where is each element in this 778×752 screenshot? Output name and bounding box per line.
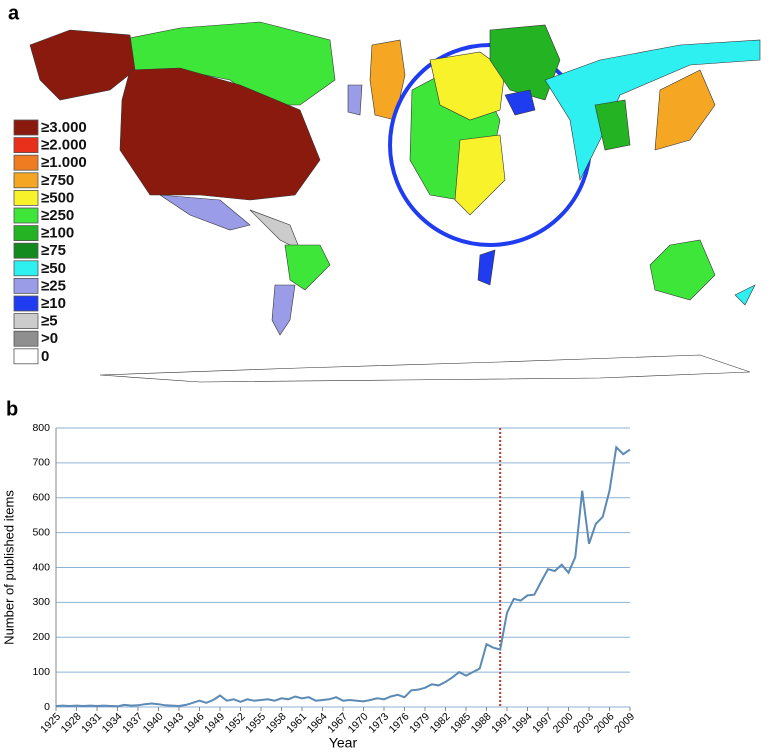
legend-label: ≥750 — [41, 172, 74, 189]
map-country — [504, 89, 536, 116]
legend-swatch — [13, 189, 39, 206]
x-tick-label: 1961 — [284, 710, 309, 735]
x-tick-label: 1982 — [428, 710, 453, 735]
x-tick-label: 1931 — [79, 710, 104, 735]
x-tick-label: 1976 — [387, 710, 412, 735]
map-country — [654, 69, 716, 151]
x-tick-label: 1949 — [202, 710, 227, 735]
map-country — [454, 134, 506, 216]
x-tick-label: 1979 — [407, 710, 432, 735]
legend-label: ≥2.000 — [41, 137, 87, 154]
x-tick-label: 1991 — [489, 710, 514, 735]
y-tick-label: 400 — [32, 561, 50, 573]
y-tick-label: 300 — [32, 596, 50, 608]
x-tick-label: 2009 — [612, 710, 637, 735]
legend-swatch — [13, 330, 39, 347]
y-tick-label: 800 — [32, 422, 50, 434]
map-country — [544, 39, 761, 181]
legend-swatch — [13, 260, 39, 277]
x-tick-label: 2000 — [551, 710, 576, 735]
map-country — [649, 239, 716, 301]
panel-label: b — [6, 398, 18, 420]
map-country — [347, 84, 363, 116]
map-legend: ≥3.000≥2.000≥1.000≥750≥500≥250≥100≥75≥50… — [13, 119, 87, 365]
map-country — [489, 24, 561, 101]
y-tick-label: 0 — [44, 701, 50, 713]
x-tick-label: 1925 — [38, 710, 63, 735]
x-tick-label: 1928 — [59, 710, 84, 735]
y-tick-label: 700 — [32, 457, 50, 469]
x-tick-label: 1988 — [469, 710, 494, 735]
x-tick-label: 1994 — [510, 710, 535, 735]
x-tick-label: 1952 — [223, 710, 248, 735]
x-tick-label: 1946 — [182, 710, 207, 735]
map-country — [29, 29, 136, 101]
map — [29, 21, 761, 383]
legend-label: ≥250 — [41, 207, 74, 224]
legend-label: ≥1.000 — [41, 154, 87, 171]
y-tick-label: 500 — [32, 526, 50, 538]
legend-swatch — [13, 242, 39, 259]
x-tick-label: 1940 — [141, 710, 166, 735]
legend-label: ≥5 — [41, 313, 58, 330]
map-country — [249, 209, 301, 251]
x-tick-label: 1955 — [243, 710, 268, 735]
map-country — [477, 249, 496, 286]
legend-label: ≥25 — [41, 277, 66, 294]
panel-label: a — [8, 2, 20, 24]
y-tick-label: 100 — [32, 666, 50, 678]
legend-label: ≥10 — [41, 295, 66, 312]
legend-label: ≥3.000 — [41, 119, 87, 136]
legend-swatch — [13, 172, 39, 189]
map-country — [594, 99, 631, 151]
x-tick-label: 1970 — [346, 710, 371, 735]
legend-label: ≥500 — [41, 189, 74, 206]
legend-swatch — [13, 277, 39, 294]
legend-swatch — [13, 348, 39, 365]
x-tick-label: 1934 — [100, 710, 125, 735]
y-tick-label: 200 — [32, 631, 50, 643]
legend-label: ≥100 — [41, 225, 74, 242]
map-country — [159, 194, 251, 231]
legend-swatch — [13, 225, 39, 242]
legend-swatch — [13, 295, 39, 312]
y-axis-label: Number of published items — [1, 490, 16, 645]
map-country — [119, 67, 321, 201]
map-antarctica — [99, 354, 751, 383]
y-tick-label: 600 — [32, 492, 50, 504]
map-country — [429, 51, 506, 121]
x-tick-label: 1997 — [530, 710, 555, 735]
map-country — [271, 284, 296, 336]
x-tick-label: 1985 — [448, 710, 473, 735]
x-tick-label: 1973 — [366, 710, 391, 735]
x-tick-label: 2006 — [592, 710, 617, 735]
x-tick-label: 2003 — [571, 710, 596, 735]
legend-label: >0 — [41, 330, 58, 347]
line-chart: 0100200300400500600700800192519281931193… — [1, 422, 637, 751]
data-line — [55, 445, 631, 708]
x-tick-label: 1937 — [120, 710, 145, 735]
legend-label: ≥75 — [41, 242, 66, 259]
legend-swatch — [13, 119, 39, 136]
legend-swatch — [13, 137, 39, 154]
x-axis-label: Year — [329, 735, 358, 751]
map-country — [284, 244, 331, 291]
x-tick-label: 1964 — [305, 710, 330, 735]
x-tick-label: 1958 — [264, 710, 289, 735]
x-tick-label: 1943 — [161, 710, 186, 735]
legend-swatch — [13, 154, 39, 171]
x-tick-label: 1967 — [325, 710, 350, 735]
legend-label: 0 — [41, 348, 49, 365]
legend-swatch — [13, 313, 39, 330]
legend-swatch — [13, 207, 39, 224]
map-country — [734, 284, 756, 306]
legend-label: ≥50 — [41, 260, 66, 277]
